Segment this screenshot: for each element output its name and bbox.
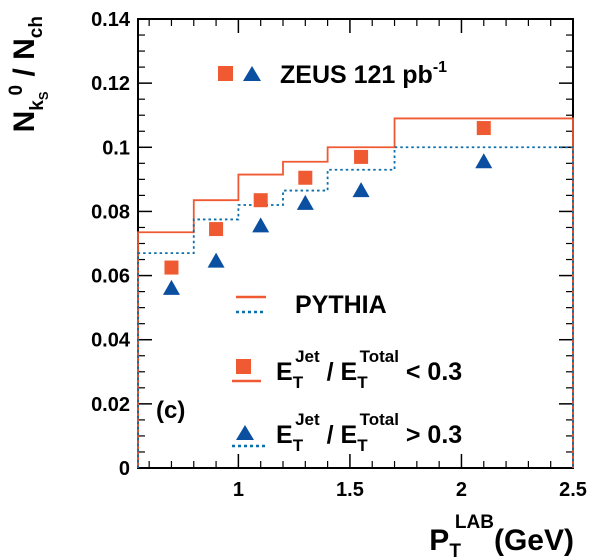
data-point-square <box>476 121 491 136</box>
pythia-line-high <box>137 146 574 468</box>
y-axis-label: NkS0 / Nch <box>6 16 51 132</box>
data-point-square <box>253 193 268 208</box>
legend-high-label: ETJet / ETTotal > 0.3 <box>276 410 462 455</box>
legend-zeus-square <box>218 66 233 81</box>
legend-low-e: E <box>276 358 293 386</box>
legend-zeus-sup: -1 <box>433 59 447 76</box>
data-point-triangle <box>352 182 370 198</box>
x-label-unit: (GeV) <box>494 524 574 557</box>
legend-pythia-label: PYTHIA <box>295 291 387 319</box>
legend-low-sup: Jet <box>295 347 320 366</box>
data-point-square <box>209 222 224 237</box>
x-label-sup: LAB <box>455 512 494 533</box>
legend-high-sub: T <box>293 436 304 455</box>
legend-low-sub2: T <box>357 373 368 392</box>
data-point-square <box>298 170 313 185</box>
legend-high-e: E <box>276 421 293 449</box>
pythia-line-low <box>137 117 574 468</box>
legend-zeus-text: ZEUS 121 pb <box>280 61 433 89</box>
legend-low-sub: T <box>293 373 304 392</box>
panel-label: (c) <box>156 397 185 424</box>
data-point-square <box>354 149 369 164</box>
y-tick-label: 0.02 <box>91 394 130 416</box>
legend-high-sup2: Total <box>360 410 399 429</box>
legend-high-slash: / <box>320 421 341 449</box>
data-point-triangle <box>475 153 493 169</box>
legend-high-sub2: T <box>357 436 368 455</box>
y-tick-label: 0.04 <box>91 330 131 352</box>
y-tick-label: 0.06 <box>91 266 130 288</box>
tick-labels: 1 1.5 2 2.5 0 0.02 0.04 0.06 0.08 0.1 0.12 0.14 <box>91 9 587 501</box>
y-label-n1: N <box>8 111 41 133</box>
pythia-lines <box>137 117 574 468</box>
y-tick-label: 0.12 <box>91 73 130 95</box>
x-label-sub: T <box>449 541 461 560</box>
y-label-n2: N <box>8 38 41 60</box>
y-label-sup1: 0 <box>6 85 27 96</box>
x-axis-label: PT LAB(GeV) <box>429 512 574 560</box>
data-point-square <box>164 260 179 275</box>
y-tick-label: 0.14 <box>91 9 131 31</box>
data-point-triangle <box>162 279 180 295</box>
x-label-main: P <box>429 524 449 557</box>
legend-low-e2: E <box>341 358 358 386</box>
x-tick-label: 1 <box>233 479 244 501</box>
legend-low-cmp: < 0.3 <box>399 358 462 386</box>
data-point-triangle <box>207 252 225 268</box>
legend-zeus-label: ZEUS 121 pb-1 <box>280 59 447 89</box>
y-tick-label: 0.1 <box>102 137 130 159</box>
legend-low-label: ETJet / ETTotal < 0.3 <box>276 347 462 392</box>
y-label-subsub1: S <box>36 91 51 100</box>
x-tick-label: 2 <box>456 479 467 501</box>
legend-high-e2: E <box>341 421 358 449</box>
legend-high-sup: Jet <box>295 410 320 429</box>
x-tick-label: 1.5 <box>336 479 364 501</box>
legend-zeus-triangle <box>243 66 261 81</box>
legend-low-square <box>236 359 251 374</box>
legend-high-triangle <box>236 425 254 440</box>
y-label-slash: / <box>8 60 41 85</box>
y-tick-label: 0.08 <box>91 201 130 223</box>
x-tick-label: 2.5 <box>559 479 587 501</box>
axis-ticks <box>138 18 574 469</box>
legend-low-sup2: Total <box>360 347 399 366</box>
data-point-triangle <box>296 194 314 210</box>
data-point-triangle <box>252 217 270 233</box>
data-markers <box>162 121 493 295</box>
legend-high-cmp: > 0.3 <box>399 421 462 449</box>
y-tick-label: 0 <box>119 458 130 480</box>
y-label-sub2: ch <box>26 16 47 38</box>
y-label-sub1: k <box>27 100 48 111</box>
legend-low-slash: / <box>320 358 341 386</box>
